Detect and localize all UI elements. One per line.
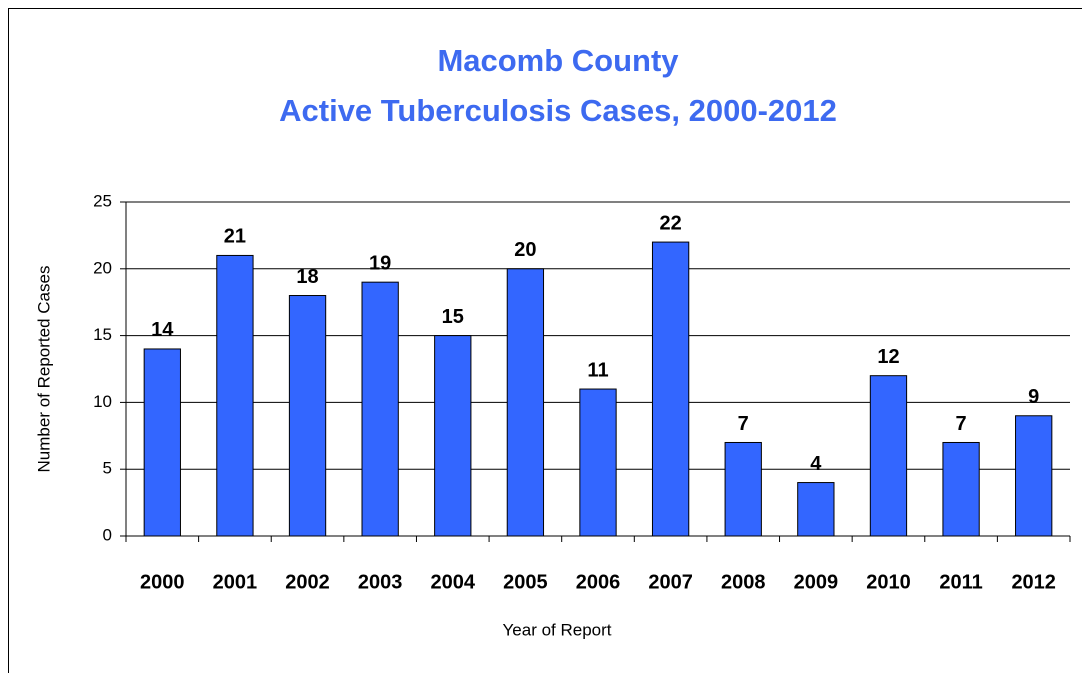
- x-tick-label: 2011: [939, 571, 982, 593]
- data-label: 22: [659, 212, 681, 234]
- chart-title: Macomb County: [437, 43, 679, 78]
- bar: [288, 295, 327, 537]
- x-tick-label: 2003: [358, 571, 403, 593]
- data-label: 7: [956, 413, 967, 435]
- data-label: 4: [810, 453, 822, 475]
- bar: [724, 441, 762, 537]
- y-tick-label: 0: [103, 525, 112, 544]
- bar: [797, 482, 835, 537]
- bar: [143, 348, 181, 537]
- chart-title: Active Tuberculosis Cases, 2000-2012: [279, 93, 837, 128]
- bar: [434, 335, 472, 537]
- data-label: 7: [738, 413, 749, 435]
- bar: [1015, 415, 1053, 537]
- data-label: 20: [514, 239, 536, 261]
- x-tick-label: 2002: [285, 571, 330, 593]
- x-axis-label: Year of Report: [503, 620, 612, 639]
- x-tick-label: 2012: [1011, 571, 1056, 593]
- x-tick-label: 2009: [794, 571, 839, 593]
- x-tick-label: 2005: [503, 571, 548, 593]
- x-tick-label: 2004: [431, 571, 476, 593]
- data-label: 21: [224, 226, 246, 248]
- y-tick-label: 10: [93, 392, 112, 411]
- bar: [869, 375, 908, 537]
- x-tick-label: 2007: [648, 571, 693, 593]
- frame: [8, 8, 1082, 673]
- bar: [216, 254, 254, 537]
- x-tick-label: 2000: [140, 571, 185, 593]
- y-tick-label: 5: [103, 459, 112, 478]
- data-label: 14: [151, 319, 174, 341]
- y-tick-label: 15: [93, 325, 112, 344]
- x-tick-label: 2010: [866, 571, 911, 593]
- bar: [506, 268, 545, 537]
- data-label: 19: [369, 252, 391, 274]
- bar: [651, 241, 690, 537]
- x-tick-label: 2006: [576, 571, 621, 593]
- y-tick-label: 20: [93, 258, 112, 277]
- bar: [579, 388, 617, 537]
- bar: [942, 441, 980, 537]
- data-label: 11: [587, 359, 608, 381]
- data-label: 18: [296, 266, 318, 288]
- y-axis-label: Number of Reported Cases: [34, 266, 53, 473]
- y-tick-label: 25: [93, 191, 112, 210]
- bar: [361, 281, 399, 537]
- x-tick-label: 2008: [721, 571, 766, 593]
- data-label: 12: [877, 346, 899, 368]
- data-label: 15: [442, 306, 464, 328]
- x-tick-label: 2001: [213, 571, 258, 593]
- data-label: 9: [1028, 386, 1039, 408]
